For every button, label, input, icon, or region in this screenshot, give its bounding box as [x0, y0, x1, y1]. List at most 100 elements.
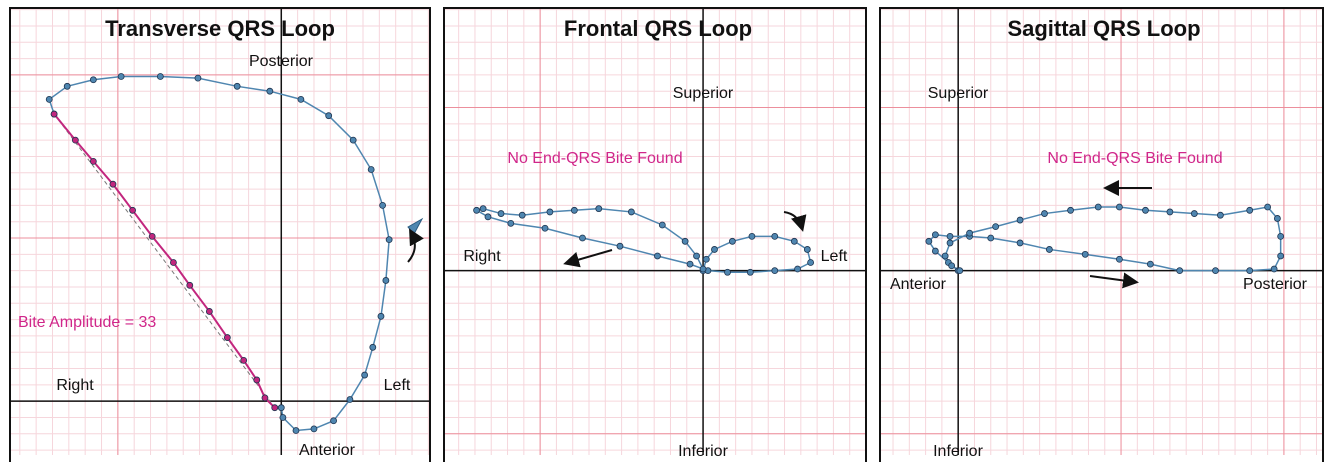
loop-point	[570, 206, 578, 214]
direction-label: Right	[463, 248, 501, 265]
direction-label: Left	[821, 248, 848, 265]
loop-point	[771, 232, 779, 240]
loop-point	[546, 208, 554, 216]
loop-point	[1216, 211, 1224, 219]
loop-point	[240, 356, 248, 364]
direction-arrows	[407, 180, 1152, 289]
loop-point	[686, 260, 694, 268]
loop-point	[186, 281, 194, 289]
loop-point	[194, 74, 202, 82]
loop-point	[595, 205, 603, 213]
loop-point	[941, 252, 949, 260]
loop-point	[497, 210, 505, 217]
direction-label: Inferior	[933, 443, 983, 460]
loop-point	[1246, 267, 1254, 275]
loop-point	[702, 255, 710, 263]
rotation-arrow	[407, 228, 424, 263]
loop-point	[261, 394, 269, 402]
loop-point	[1277, 252, 1285, 260]
loop-point	[346, 396, 354, 403]
loop-point	[484, 213, 492, 221]
loop-point	[541, 224, 549, 232]
loop-point	[148, 232, 156, 240]
loop-point	[728, 237, 736, 245]
direction-label: Inferior	[678, 443, 728, 460]
bite-chord	[53, 113, 276, 408]
loop-point	[377, 312, 385, 320]
loop-point	[627, 208, 635, 216]
loop-point	[794, 265, 801, 273]
loop-point	[367, 166, 375, 173]
loop-point	[310, 425, 318, 433]
loop-point	[45, 95, 53, 103]
loop-point	[1116, 203, 1123, 211]
loop-point	[579, 234, 586, 242]
loop-point	[277, 404, 285, 412]
loop-point	[1176, 267, 1184, 275]
loop-point	[1190, 210, 1198, 217]
direction-label: Posterior	[249, 53, 314, 70]
loop-point	[946, 239, 954, 247]
annotation: Bite Amplitude = 33	[18, 314, 156, 331]
loop-point	[1277, 232, 1285, 240]
loop-point	[271, 404, 279, 412]
direction-label: Anterior	[890, 276, 947, 293]
loop-point	[711, 246, 718, 253]
loop-point	[473, 206, 480, 214]
loop-point	[681, 237, 689, 245]
loop-point	[1016, 239, 1024, 247]
loop-point	[253, 376, 261, 384]
loop-point	[1041, 210, 1048, 217]
loop-point	[279, 414, 287, 421]
loop-point	[382, 277, 390, 284]
loop-point	[992, 223, 1000, 231]
loop-point	[748, 232, 756, 240]
loop-point	[790, 237, 798, 245]
direction-arrow	[1089, 272, 1139, 289]
panel-frame	[9, 7, 431, 462]
plots	[10, 8, 1323, 455]
loop-point	[89, 157, 97, 165]
plot-area	[444, 8, 866, 455]
loop-line	[48, 75, 390, 432]
loop-point	[518, 211, 526, 219]
rotation-arrow	[783, 211, 807, 232]
loop-point	[63, 82, 71, 90]
loop-point	[507, 219, 515, 227]
direction-arrow	[563, 249, 613, 268]
loop-point	[956, 267, 964, 275]
loop-point	[1067, 206, 1074, 214]
plot-area	[10, 8, 430, 455]
direction-label: Right	[56, 377, 94, 394]
loop-point	[170, 259, 177, 266]
loop-point	[223, 334, 231, 341]
loop-point	[1016, 216, 1024, 224]
direction-label: Superior	[928, 85, 989, 102]
loop-point	[925, 237, 933, 245]
loop-point	[1264, 203, 1272, 211]
loop-point	[807, 259, 815, 266]
loop-point	[1270, 265, 1278, 273]
loop-point	[1146, 260, 1154, 268]
labels: Transverse QRS Loop Posterior Anterior R…	[18, 16, 1308, 460]
loop-point	[109, 180, 117, 188]
direction-label: Posterior	[1243, 276, 1308, 293]
chart-title: Frontal QRS Loop	[564, 16, 752, 41]
direction-label: Superior	[673, 85, 734, 102]
loop-point	[156, 73, 164, 80]
loop-point	[330, 417, 337, 425]
panel-frame	[443, 7, 867, 462]
loop-point	[379, 201, 387, 209]
loop-point	[129, 206, 136, 214]
loop-point	[233, 82, 241, 90]
loop-point	[946, 232, 954, 240]
annotation: No End-QRS Bite Found	[1047, 150, 1222, 167]
loop-point	[931, 247, 939, 255]
loop-point	[1212, 267, 1219, 275]
loop-point	[1045, 246, 1053, 253]
loop-point	[931, 231, 939, 239]
loop-point	[50, 110, 58, 118]
loop-point	[1116, 255, 1123, 263]
loop-point	[1166, 208, 1174, 216]
